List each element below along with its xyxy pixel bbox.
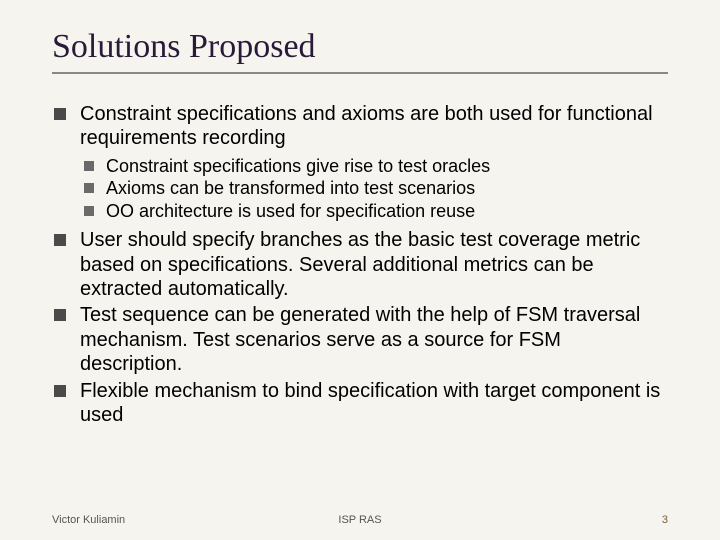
sub-bullet-text: OO architecture is used for specificatio… — [106, 201, 475, 221]
sub-bullet-text: Constraint specifications give rise to t… — [106, 156, 490, 176]
slide: Solutions Proposed Constraint specificat… — [0, 0, 720, 540]
bullet-text: Flexible mechanism to bind specification… — [80, 380, 660, 426]
sub-bullet-list: Constraint specifications give rise to t… — [80, 155, 668, 223]
bullet-list: Constraint specifications and axioms are… — [52, 102, 668, 427]
bullet-text: User should specify branches as the basi… — [80, 229, 640, 300]
bullet-item: User should specify branches as the basi… — [52, 228, 668, 301]
footer-author: Victor Kuliamin — [52, 514, 125, 526]
sub-bullet-item: OO architecture is used for specificatio… — [80, 200, 668, 223]
bullet-item: Test sequence can be generated with the … — [52, 303, 668, 376]
sub-bullet-item: Constraint specifications give rise to t… — [80, 155, 668, 178]
bullet-item: Flexible mechanism to bind specification… — [52, 379, 668, 428]
footer-org: ISP RAS — [338, 514, 381, 526]
bullet-text: Test sequence can be generated with the … — [80, 304, 640, 375]
slide-title: Solutions Proposed — [52, 28, 668, 66]
footer-page-number: 3 — [662, 514, 668, 526]
footer: Victor Kuliamin ISP RAS 3 — [0, 514, 720, 526]
sub-bullet-item: Axioms can be transformed into test scen… — [80, 177, 668, 200]
sub-bullet-text: Axioms can be transformed into test scen… — [106, 178, 475, 198]
bullet-item: Constraint specifications and axioms are… — [52, 102, 668, 222]
title-rule — [52, 72, 668, 74]
bullet-text: Constraint specifications and axioms are… — [80, 103, 653, 149]
content-area: Constraint specifications and axioms are… — [52, 102, 668, 427]
